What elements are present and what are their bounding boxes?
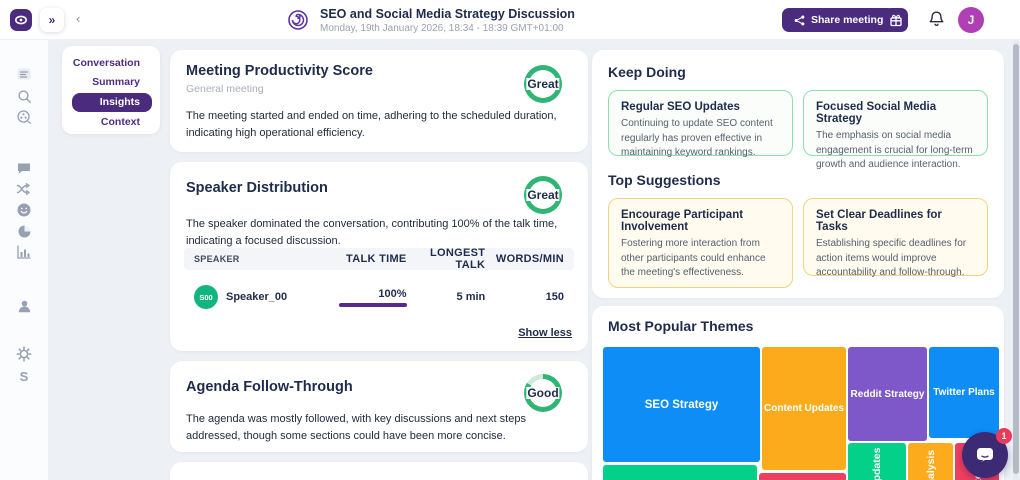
suggestion-card-body: Establishing specific deadlines for acti… — [816, 238, 967, 278]
header-longest-talk: LONGEST TALK — [429, 247, 486, 271]
user-profile-icon[interactable] — [14, 296, 34, 316]
keep-doing-card[interactable]: Focused Social Media Strategy The emphas… — [803, 90, 988, 170]
gift-icon — [890, 14, 902, 27]
talk-time-value: 100% — [378, 287, 407, 300]
themes-treemap: SEO Strategy Content Updates Reddit Stra… — [603, 347, 999, 480]
treemap-block-analysis[interactable]: Analysis — [908, 443, 953, 480]
talk-time-bar — [338, 302, 407, 307]
treemap-block-unlabeled-red[interactable] — [759, 473, 846, 480]
productivity-title: Meeting Productivity Score — [186, 63, 373, 79]
top-suggestions-heading: Top Suggestions — [608, 172, 721, 188]
tab-conversation[interactable]: Conversation — [72, 57, 140, 69]
themes-card: Most Popular Themes SEO Strategy Content… — [592, 306, 1004, 480]
chat-bubble-icon — [977, 448, 993, 462]
user-avatar[interactable]: J — [958, 7, 984, 33]
agenda-body: The agenda was mostly followed, with key… — [186, 413, 526, 442]
header-words-min: WORDS/MIN — [495, 253, 564, 265]
productivity-rating: Great — [526, 77, 560, 91]
treemap-block-seo-strategy[interactable]: SEO Strategy — [603, 347, 760, 462]
productivity-body: The meeting started and ended on time, a… — [186, 110, 557, 139]
top-bar: » ‹ SEO and Social Media Strategy Discus… — [0, 0, 1020, 40]
speaker-table-row[interactable]: S00 Speaker_00 100% 5 min 150 — [184, 276, 574, 318]
scrollbar-thumb[interactable] — [1013, 44, 1019, 474]
icon-rail: S — [0, 40, 48, 480]
avatar-initial: J — [967, 13, 975, 27]
meeting-nav: Conversation Summary Insights Context — [62, 46, 160, 134]
meeting-title-block: SEO and Social Media Strategy Discussion… — [320, 7, 575, 34]
speaker-distribution-body: The speaker dominated the conversation, … — [186, 218, 558, 247]
keep-doing-card-title: Focused Social Media Strategy — [816, 101, 937, 125]
suggestion-card[interactable]: Encourage Participant Involvement Foster… — [608, 198, 793, 288]
themes-heading: Most Popular Themes — [608, 318, 754, 334]
treemap-label-analysis: Analysis — [925, 449, 937, 480]
treemap-block-unlabeled-green[interactable] — [603, 465, 757, 480]
productivity-score-card: Meeting Productivity Score General meeti… — [170, 50, 588, 152]
keep-doing-card[interactable]: Regular SEO Updates Continuing to update… — [608, 90, 793, 158]
treemap-label-updates: Updates — [871, 447, 883, 480]
agenda-rating-ring: Good — [524, 374, 562, 412]
s-shortcut-icon[interactable]: S — [14, 366, 34, 386]
keep-doing-heading: Keep Doing — [608, 64, 686, 80]
meeting-title: SEO and Social Media Strategy Discussion — [320, 7, 575, 21]
treemap-block-twitter-plans[interactable]: Twitter Plans — [929, 347, 999, 438]
suggestion-card-title: Encourage Participant Involvement — [621, 209, 744, 233]
coaching-card: Keep Doing Regular SEO Updates Continuin… — [592, 50, 1004, 298]
s-label: S — [19, 368, 29, 384]
gift-button[interactable] — [884, 8, 908, 32]
treemap-block-reddit-strategy[interactable]: Reddit Strategy — [848, 347, 927, 441]
speaker-table-header: SPEAKER TALK TIME LONGEST TALK WORDS/MIN — [184, 247, 574, 271]
header-speaker: SPEAKER — [194, 254, 240, 264]
notifications-bell-icon[interactable] — [928, 10, 945, 33]
tab-insights[interactable]: Insights — [72, 93, 152, 112]
app-logo-icon[interactable] — [10, 9, 32, 31]
bar-chart-icon[interactable] — [14, 242, 34, 262]
speaker-name: Speaker_00 — [226, 291, 288, 303]
meeting-platform-icon — [287, 9, 309, 31]
agenda-title: Agenda Follow-Through — [186, 379, 353, 395]
keep-doing-card-body: The emphasis on social media engagement … — [816, 130, 973, 170]
sidebar-expand-button[interactable]: » — [40, 8, 64, 32]
speaker-distribution-title: Speaker Distribution — [186, 180, 328, 196]
search-icon[interactable] — [14, 86, 34, 106]
keep-doing-card-body: Continuing to update SEO content regular… — [621, 118, 773, 158]
settings-gear-icon[interactable] — [14, 344, 34, 364]
agenda-card: Agenda Follow-Through Good The agenda wa… — [170, 361, 588, 452]
disk-usage-icon[interactable] — [14, 221, 34, 241]
suggestion-card-body: Fostering more interaction from other pa… — [621, 238, 766, 278]
share-meeting-label: Share meeting — [811, 14, 884, 26]
meeting-datetime: Monday, 19th January 2026, 18:34 - 18:39… — [320, 23, 564, 34]
back-chevron-icon[interactable]: ‹ — [76, 11, 81, 26]
speaker-rating-ring: Great — [524, 176, 562, 214]
header-talk-time: TALK TIME — [346, 253, 407, 265]
tab-context[interactable]: Context — [100, 116, 140, 128]
share-icon — [794, 15, 805, 25]
suggestion-card[interactable]: Set Clear Deadlines for Tasks Establishi… — [803, 198, 988, 278]
speaker-distribution-card: Speaker Distribution Great The speaker d… — [170, 162, 588, 351]
tab-summary[interactable]: Summary — [92, 76, 140, 88]
shuffle-integrations-icon[interactable] — [14, 179, 34, 199]
treemap-block-updates[interactable]: Updates — [848, 443, 906, 480]
keep-doing-card-title: Regular SEO Updates — [621, 101, 740, 113]
agenda-rating: Good — [526, 386, 560, 400]
productivity-rating-ring: Great — [524, 65, 562, 103]
meetings-icon[interactable] — [14, 64, 34, 84]
speaker-avatar: S00 — [194, 285, 218, 309]
treemap-block-content-updates[interactable]: Content Updates — [762, 347, 846, 470]
longest-talk-value: 5 min — [456, 291, 486, 303]
productivity-subtitle: General meeting — [186, 83, 264, 95]
words-per-min-value: 150 — [545, 291, 564, 303]
next-insight-card — [170, 462, 588, 480]
suggestion-card-title: Set Clear Deadlines for Tasks — [816, 209, 942, 233]
show-less-link[interactable]: Show less — [518, 327, 572, 339]
chat-notification-badge: 1 — [996, 428, 1012, 444]
chat-messages-icon[interactable] — [14, 158, 34, 178]
speaker-rating: Great — [526, 188, 560, 202]
smiley-sentiment-icon[interactable] — [14, 200, 34, 220]
share-meeting-button[interactable]: Share meeting — [782, 8, 896, 32]
recordings-library-icon[interactable] — [14, 107, 34, 127]
